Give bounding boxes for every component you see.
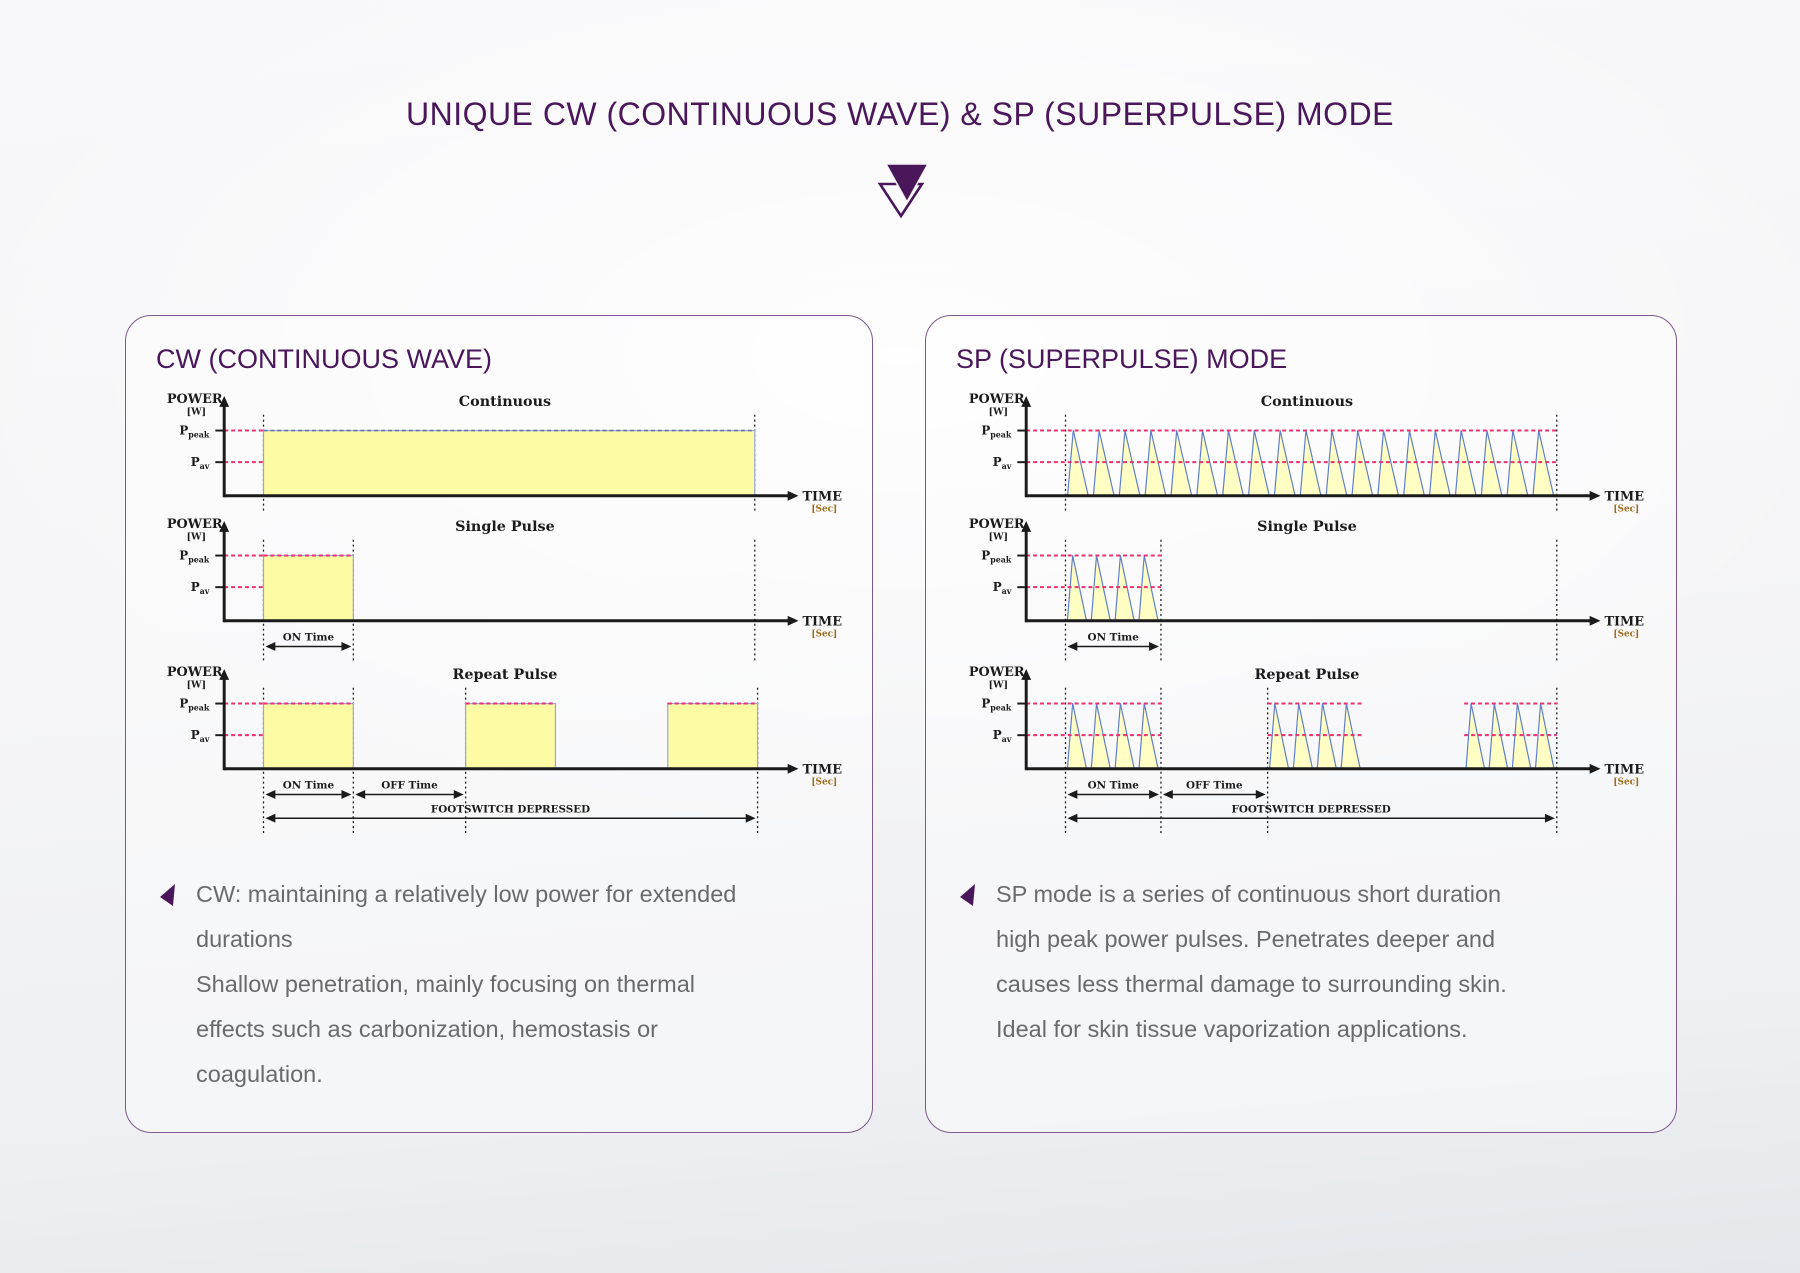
panel-sp: SP (SUPERPULSE) MODE Ppeak Pav POWER [W] TIM… [925, 315, 1677, 1133]
svg-text:FOOTSWITCH DEPRESSED: FOOTSWITCH DEPRESSED [431, 803, 590, 815]
svg-text:[Sec]: [Sec] [811, 505, 837, 515]
svg-text:[Sec]: [Sec] [1613, 777, 1639, 787]
note-line: Shallow penetration, mainly focusing on … [196, 971, 695, 997]
svg-text:POWER: POWER [167, 392, 223, 407]
svg-text:ON Time: ON Time [283, 631, 335, 643]
panel-cw: CW (CONTINUOUS WAVE) Ppeak Pav POWER [W] TIM… [125, 315, 873, 1133]
svg-text:Single Pulse: Single Pulse [455, 518, 555, 534]
svg-text:POWER: POWER [167, 516, 223, 531]
svg-text:[Sec]: [Sec] [811, 629, 837, 639]
svg-text:[W]: [W] [989, 407, 1008, 418]
panel-sp-heading: SP (SUPERPULSE) MODE [956, 344, 1288, 374]
svg-text:Pav: Pav [191, 455, 210, 471]
cw-waveform-diagram: Ppeak Pav POWER [W] TIME [Sec] Continuous Ppeak… [153, 391, 845, 840]
svg-text:Ppeak: Ppeak [179, 423, 210, 439]
svg-text:TIME: TIME [802, 614, 842, 629]
svg-text:Ppeak: Ppeak [981, 696, 1012, 712]
note-line: SP mode is a series of continuous short … [996, 881, 1502, 907]
note-line: Ideal for skin tissue vaporization appli… [996, 1016, 1468, 1042]
svg-text:Ppeak: Ppeak [981, 423, 1012, 439]
svg-text:[W]: [W] [989, 680, 1008, 691]
svg-text:[W]: [W] [989, 531, 1008, 542]
svg-text:TIME: TIME [1604, 614, 1644, 629]
svg-text:ON Time: ON Time [1088, 779, 1140, 791]
svg-text:[Sec]: [Sec] [1613, 629, 1639, 639]
svg-text:TIME: TIME [1604, 763, 1644, 778]
svg-text:Continuous: Continuous [459, 394, 551, 410]
svg-text:Pav: Pav [191, 728, 210, 744]
svg-text:POWER: POWER [969, 392, 1025, 407]
svg-text:Pav: Pav [191, 580, 210, 596]
svg-text:FOOTSWITCH DEPRESSED: FOOTSWITCH DEPRESSED [1232, 803, 1391, 815]
svg-text:Continuous: Continuous [1261, 394, 1353, 410]
svg-text:Pav: Pav [993, 455, 1012, 471]
cw-notes: CW: maintaining a relatively low power f… [158, 872, 852, 1097]
svg-text:POWER: POWER [167, 665, 223, 680]
bullet-left-triangle-icon [958, 883, 976, 907]
svg-text:Repeat Pulse: Repeat Pulse [1254, 667, 1359, 683]
svg-text:[Sec]: [Sec] [811, 777, 837, 787]
svg-text:TIME: TIME [1604, 490, 1644, 505]
svg-text:OFF Time: OFF Time [381, 779, 438, 791]
svg-text:Ppeak: Ppeak [981, 548, 1012, 564]
svg-text:[W]: [W] [187, 680, 206, 691]
svg-text:Ppeak: Ppeak [179, 696, 210, 712]
note-line: durations [196, 926, 293, 952]
double-down-arrow-icon [872, 158, 936, 228]
note-line: high peak power pulses. Penetrates deepe… [996, 926, 1496, 952]
svg-text:ON Time: ON Time [1088, 631, 1140, 643]
page-title: UNIQUE CW (CONTINUOUS WAVE) & SP (SUPERP… [405, 96, 1395, 132]
svg-text:TIME: TIME [802, 490, 842, 505]
svg-text:OFF Time: OFF Time [1186, 779, 1243, 791]
svg-text:Single Pulse: Single Pulse [1257, 518, 1357, 534]
note-line: CW: maintaining a relatively low power f… [196, 881, 737, 907]
bullet-left-triangle-icon [158, 883, 176, 907]
note-line: coagulation. [196, 1061, 323, 1087]
note-line: effects such as carbonization, hemostasi… [196, 1016, 658, 1042]
sp-notes: SP mode is a series of continuous short … [958, 872, 1656, 1052]
svg-text:POWER: POWER [969, 516, 1025, 531]
panel-cw-heading: CW (CONTINUOUS WAVE) [156, 344, 492, 374]
svg-text:Pav: Pav [993, 580, 1012, 596]
note-line: causes less thermal damage to surroundin… [996, 971, 1507, 997]
svg-text:Pav: Pav [993, 728, 1012, 744]
svg-text:[W]: [W] [187, 407, 206, 418]
svg-text:ON Time: ON Time [283, 779, 335, 791]
svg-text:[Sec]: [Sec] [1613, 505, 1639, 515]
svg-text:TIME: TIME [802, 763, 842, 778]
svg-text:[W]: [W] [187, 531, 206, 542]
svg-text:POWER: POWER [969, 665, 1025, 680]
sp-waveform-diagram: Ppeak Pav POWER [W] TIME [Sec] Continuous Ppeak… [955, 391, 1647, 840]
svg-text:Ppeak: Ppeak [179, 548, 210, 564]
svg-text:Repeat Pulse: Repeat Pulse [452, 667, 557, 683]
